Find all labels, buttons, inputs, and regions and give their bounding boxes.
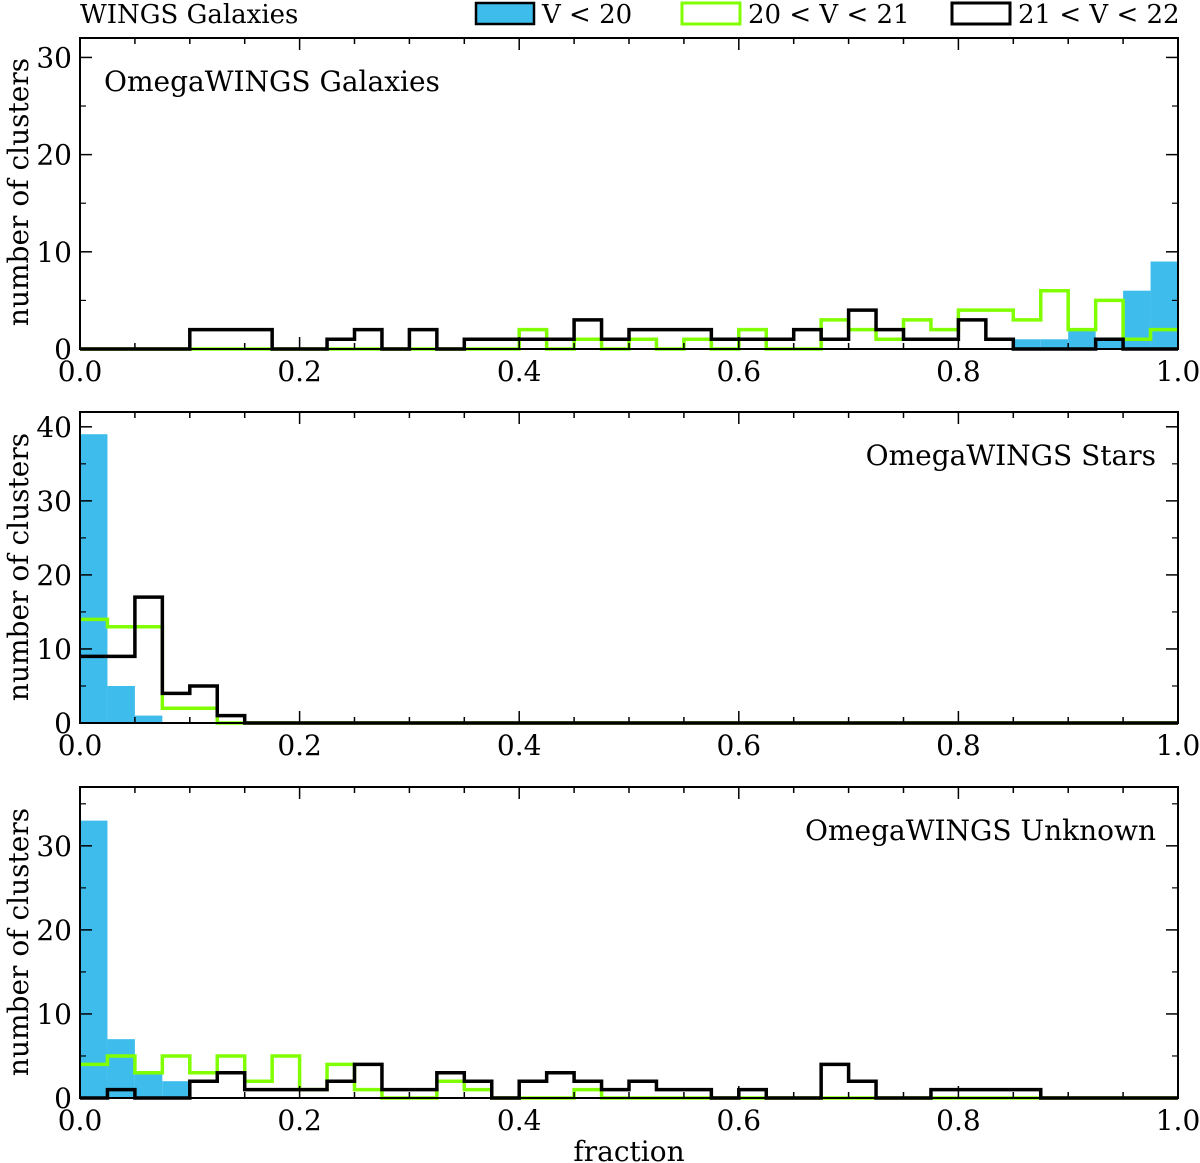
x-tick-label-unknown-1: 0.2 (277, 1104, 322, 1137)
y-tick-label-stars-2: 20 (36, 559, 72, 592)
x-tick-label-galaxies-5: 1.0 (1156, 355, 1200, 388)
bar-stars-v-20-0 (80, 434, 108, 723)
y-tick-label-stars-4: 40 (36, 411, 72, 444)
y-tick-label-unknown-2: 20 (36, 914, 72, 947)
bar-galaxies-v-20-34 (1013, 339, 1041, 349)
y-axis-label-galaxies: number of clusters (2, 58, 35, 326)
x-tick-label-galaxies-2: 0.4 (497, 355, 542, 388)
legend-swatch-v-lt-20 (474, 1, 536, 26)
step-line-stars-20-v-21 (80, 617, 1178, 725)
y-tick-label-stars-1: 10 (36, 633, 72, 666)
x-tick-label-galaxies-1: 0.2 (277, 355, 322, 388)
x-tick-label-stars-4: 0.8 (936, 729, 981, 762)
bar-unknown-v-20-2 (134, 1072, 163, 1098)
step-line-stars-21-v-22 (80, 595, 1178, 725)
x-tick-label-unknown-5: 1.0 (1156, 1104, 1200, 1137)
bar-unknown-v-20-0 (80, 820, 108, 1098)
legend-label-20-v-21: 20 < V < 21 (748, 0, 910, 30)
x-tick-label-galaxies-0: 0.0 (58, 355, 103, 388)
x-tick-label-unknown-0: 0.0 (58, 1104, 103, 1137)
bar-stars-v-20-2 (134, 715, 163, 723)
x-axis-label: fraction (573, 1135, 684, 1163)
x-tick-label-stars-1: 0.2 (277, 729, 322, 762)
legend-label-21-v-22: 21 < V < 22 (1018, 0, 1180, 30)
legend: WINGS Galaxies V < 20 20 < V < 21 21 < V… (80, 0, 1180, 30)
y-tick-label-stars-0: 0 (54, 707, 72, 740)
bar-galaxies-v-20-36 (1068, 329, 1096, 349)
y-tick-label-galaxies-1: 10 (36, 236, 72, 269)
x-tick-label-unknown-2: 0.4 (497, 1104, 542, 1137)
y-tick-label-galaxies-0: 0 (54, 333, 72, 366)
panel-title-unknown: OmegaWINGS Unknown (805, 814, 1156, 847)
panel-title-stars: OmegaWINGS Stars (866, 439, 1156, 472)
bar-galaxies-v-20-37 (1095, 339, 1124, 349)
bar-unknown-v-20-3 (162, 1081, 190, 1098)
bar-galaxies-v-20-35 (1040, 339, 1069, 349)
x-tick-label-galaxies-3: 0.6 (717, 355, 762, 388)
bar-galaxies-v-20-39 (1150, 261, 1178, 349)
x-tick-label-stars-5: 1.0 (1156, 729, 1200, 762)
x-tick-label-galaxies-4: 0.8 (936, 355, 981, 388)
legend-swatch-20-v-21 (680, 1, 742, 26)
y-tick-label-galaxies-3: 30 (36, 41, 72, 74)
y-tick-label-unknown-0: 0 (54, 1082, 72, 1115)
bar-stars-v-20-1 (107, 685, 135, 723)
x-tick-label-stars-2: 0.4 (497, 729, 542, 762)
x-tick-label-unknown-3: 0.6 (717, 1104, 762, 1137)
x-tick-label-stars-3: 0.6 (717, 729, 762, 762)
legend-label-v-lt-20: V < 20 (541, 0, 632, 30)
y-tick-label-unknown-1: 10 (36, 998, 72, 1031)
y-axis-label-unknown: number of clusters (2, 808, 35, 1076)
x-tick-label-unknown-4: 0.8 (936, 1104, 981, 1137)
panel-galaxies: 0.0 0.2 0.4 0.6 0.8 1.0 0 10 20 30 (36, 37, 1200, 388)
y-tick-label-unknown-3: 30 (36, 830, 72, 863)
y-tick-label-galaxies-2: 20 (36, 139, 72, 172)
panel-unknown: 0.0 0.2 0.4 0.6 0.8 1.0 0 10 20 30 (36, 786, 1200, 1137)
panel-stars: 0.0 0.2 0.4 0.6 0.8 1.0 0 10 20 30 40 (36, 411, 1200, 762)
step-line-unknown-21-v-22 (80, 1062, 1178, 1100)
y-tick-label-stars-3: 30 (36, 485, 72, 518)
panel-title-galaxies: OmegaWINGS Galaxies (104, 65, 440, 98)
x-tick-label-stars-0: 0.0 (58, 729, 103, 762)
y-axis-label-stars: number of clusters (2, 433, 35, 701)
legend-title: WINGS Galaxies (80, 0, 298, 30)
legend-swatch-21-v-22 (950, 1, 1012, 26)
